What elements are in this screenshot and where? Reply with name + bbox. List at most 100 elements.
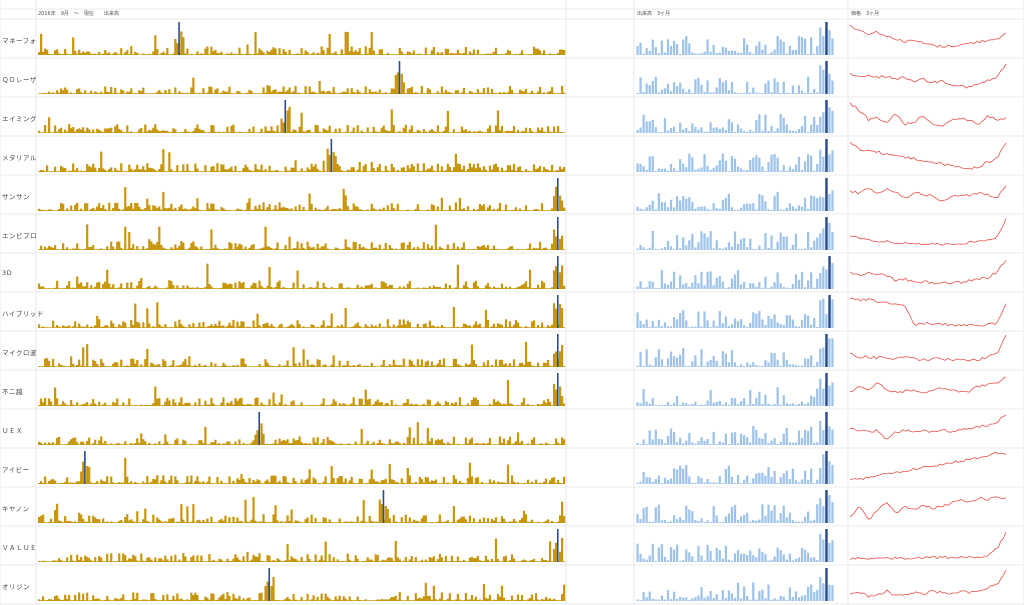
- volume-bar: [300, 556, 303, 562]
- volume-bar: [398, 210, 401, 211]
- volume-bar: [124, 322, 127, 328]
- volume-3m-bar: [776, 157, 779, 172]
- volume-bar: [152, 478, 155, 484]
- volume-3m-bar: [797, 248, 801, 250]
- volume-bar: [318, 600, 321, 601]
- volume-3m-bar: [703, 285, 706, 289]
- volume-3m-bar: [733, 362, 737, 367]
- volume-bar: [402, 242, 405, 250]
- volume-bar: [190, 326, 193, 328]
- volume-bar: [92, 288, 95, 289]
- volume-bar: [410, 86, 413, 94]
- volume-bar: [394, 288, 397, 289]
- volume-bar: [330, 600, 333, 601]
- volume-bar: [288, 443, 291, 445]
- volume-bar: [310, 483, 313, 484]
- volume-bar: [368, 249, 371, 250]
- volume-bar: [540, 248, 544, 250]
- volume-bar: [324, 171, 327, 172]
- volume-bar: [504, 92, 508, 94]
- volume-bar: [60, 165, 63, 172]
- volume-bar: [450, 483, 453, 484]
- volume-bar: [266, 85, 269, 94]
- volume-bar: [76, 327, 79, 328]
- volume-bar: [168, 207, 171, 211]
- volume-bar: [158, 364, 161, 367]
- volume-3m-bar: [736, 52, 740, 55]
- volume-bar: [250, 285, 253, 289]
- volume-bar: [404, 514, 407, 523]
- volume-3m-bar: [694, 443, 697, 445]
- volume-bar: [418, 53, 421, 55]
- volume-bar: [216, 325, 219, 328]
- volume-3m-bar: [828, 495, 831, 523]
- volume-bar: [536, 599, 540, 601]
- volume-3m-bar: [797, 597, 801, 601]
- volume-3m-bar: [636, 312, 639, 328]
- volume-bar: [196, 555, 199, 562]
- volume-bar: [442, 130, 445, 133]
- volume-bar: [86, 401, 89, 406]
- volume-bar: [282, 439, 285, 445]
- volume-bar: [164, 288, 167, 289]
- volume-bar: [76, 365, 79, 367]
- volume-bar: [534, 327, 538, 328]
- volume-bar: [514, 53, 518, 55]
- volume-bar: [88, 437, 91, 445]
- volume-bar: [258, 364, 261, 367]
- volume-3m-bar: [800, 479, 804, 484]
- volume-bar: [408, 559, 411, 562]
- volume-bar: [38, 599, 41, 601]
- volume-bar: [442, 171, 445, 172]
- volume-bar: [268, 204, 271, 211]
- volume-bar: [78, 323, 81, 328]
- volume-3m-bar: [636, 482, 639, 484]
- volume-bar: [430, 558, 433, 562]
- volume-bar: [240, 244, 243, 250]
- volume-bar: [332, 132, 335, 133]
- volume-3m-bar: [639, 519, 642, 523]
- volume-bar: [348, 209, 351, 211]
- volume-bar: [86, 93, 89, 94]
- volume-bar: [156, 600, 159, 601]
- volume-bar: [374, 209, 377, 211]
- volume-bar: [264, 54, 267, 55]
- volume-bar: [108, 92, 111, 94]
- volume-bar: [40, 398, 43, 406]
- volume-3m-bar: [666, 521, 670, 523]
- volume-bar: [546, 599, 550, 601]
- volume-bar: [336, 522, 339, 523]
- volume-bar: [266, 50, 269, 55]
- volume-bar: [90, 522, 93, 523]
- volume-bar: [74, 204, 77, 211]
- volume-bar: [528, 210, 532, 211]
- volume-bar: [324, 476, 327, 484]
- volume-bar: [82, 249, 85, 250]
- volume-bar: [286, 326, 289, 328]
- volume-bar: [190, 171, 193, 172]
- volume-bar: [298, 404, 301, 406]
- volume-bar: [56, 49, 59, 55]
- volume-bar: [206, 404, 209, 406]
- volume-bar: [412, 247, 415, 250]
- volume-3m-bar: [727, 559, 731, 562]
- volume-3m-bar: [791, 85, 794, 94]
- volume-3m-bar: [788, 587, 791, 601]
- volume-bar: [476, 399, 480, 406]
- volume-bar: [242, 321, 245, 328]
- volume-bar: [114, 598, 117, 601]
- volume-bar: [414, 327, 417, 328]
- volume-3m-bar: [733, 482, 737, 484]
- volume-bar: [118, 208, 121, 211]
- volume-bar: [94, 403, 97, 406]
- volume-bar: [528, 597, 532, 601]
- volume-bar: [290, 509, 293, 523]
- volume-bar: [74, 131, 77, 133]
- volume-3m-bar: [770, 235, 773, 250]
- volume-3m-bar: [712, 285, 715, 289]
- volume-3m-bar: [767, 209, 770, 211]
- volume-bar: [384, 129, 387, 133]
- volume-3m-bar: [816, 479, 819, 484]
- volume-3m-bar: [755, 364, 758, 367]
- volume-bar: [218, 53, 221, 55]
